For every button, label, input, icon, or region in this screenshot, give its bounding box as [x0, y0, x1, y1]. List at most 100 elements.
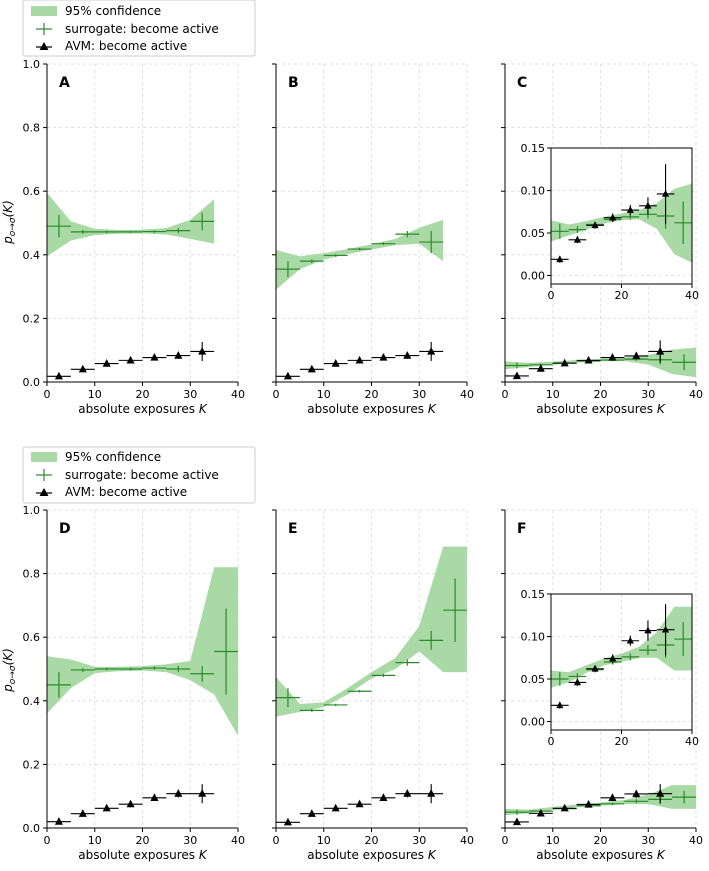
panel-letter: D	[59, 521, 71, 537]
y-tick-label: 0.8	[23, 122, 41, 135]
y-tick-label: 0.2	[23, 312, 41, 325]
inset-confidence-band	[551, 606, 692, 688]
inset-surrogate-point	[639, 645, 657, 656]
avm-point	[118, 799, 143, 808]
legend-surrogate-label: surrogate: become active	[65, 22, 219, 36]
x-tick-label: 0	[273, 834, 280, 847]
avm-point	[552, 803, 577, 812]
avm-point	[47, 817, 71, 825]
x-tick-label: 40	[231, 388, 245, 401]
legend-surrogate-marker	[36, 23, 52, 35]
surrogate-point	[371, 673, 396, 677]
surrogate-point	[443, 578, 467, 642]
surrogate-point	[395, 230, 420, 238]
surrogate-point	[70, 229, 95, 234]
x-axis-label: absolute exposures K	[307, 402, 437, 416]
avm-point	[166, 351, 191, 359]
inset-surrogate-point	[551, 672, 569, 686]
avm-point	[94, 803, 119, 812]
x-tick-label: 0	[44, 834, 51, 847]
surrogate-point	[600, 802, 625, 806]
x-tick-label: 10	[546, 834, 560, 847]
avm-point	[70, 364, 95, 373]
x-tick-label: 0	[502, 834, 509, 847]
x-tick-label: 40	[460, 834, 474, 847]
x-tick-label: 0	[273, 388, 280, 401]
x-tick-label: 40	[231, 834, 245, 847]
surrogate-point	[505, 809, 529, 815]
avm-point	[419, 784, 444, 804]
surrogate-point	[94, 230, 119, 234]
inset-avm-point	[656, 604, 675, 656]
avm-point	[166, 789, 191, 798]
legend-bottom: 95% confidence surrogate: become active …	[22, 446, 256, 504]
avm-point	[276, 371, 300, 380]
surrogate-point	[47, 215, 71, 238]
avm-point	[505, 371, 529, 380]
inset-y-tick-label: 0.00	[521, 716, 546, 729]
x-tick-label: 20	[136, 388, 150, 401]
x-tick-label: 30	[641, 834, 655, 847]
surrogate-point	[395, 659, 420, 666]
y-tick-label: 0.0	[23, 822, 41, 835]
surrogate-point	[70, 668, 95, 672]
inset-avm-point	[586, 664, 604, 673]
avm-point	[505, 817, 529, 826]
legend-surrogate-marker	[36, 469, 52, 481]
inset-x-tick-label: 0	[548, 735, 555, 748]
x-tick-label: 20	[365, 834, 379, 847]
inset-chart-F: 0 20 40 0.00 0.05 0.10 0.15	[521, 588, 700, 748]
x-axis-label: absolute exposures K	[307, 848, 437, 862]
y-tick-label: 0.0	[23, 376, 41, 389]
x-tick-label: 30	[183, 388, 197, 401]
inset-x-tick-label: 40	[685, 735, 699, 748]
avm-point	[371, 793, 396, 801]
chart-panel-A: 0 10 20 30 40 0.0 0.2 0.4 0.6 0.8 1.0 absolute expo…	[23, 58, 246, 416]
surrogate-point	[672, 354, 696, 371]
inset-avm-point	[656, 164, 675, 224]
chart-panel-D: 0 10 20 30 40 0.0 0.2 0.4 0.6 0.8 1.0 absolute expo…	[23, 504, 246, 862]
surrogate-point	[47, 672, 71, 698]
avm-point	[395, 351, 420, 359]
panel-letter: F	[517, 521, 527, 537]
legend-top: 95% confidence surrogate: become active …	[22, 0, 256, 57]
chart-panel-B: 0 10 20 30 40 absolute exposures K B	[272, 63, 474, 416]
surrogate-point	[118, 667, 143, 671]
surrogate-point	[214, 608, 238, 695]
x-tick-label: 10	[317, 834, 331, 847]
inset-avm-point	[639, 197, 657, 215]
legend-band-swatch	[31, 6, 57, 16]
panel-letter: B	[288, 75, 299, 91]
y-tick-label: 0.6	[23, 631, 41, 644]
x-axis-label: absolute exposures K	[536, 848, 666, 862]
y-tick-label: 0.6	[23, 185, 41, 198]
chart-panel-E: 0 10 20 30 40 absolute exposures K E	[272, 509, 474, 862]
x-tick-label: 30	[183, 834, 197, 847]
inset-y-tick-label: 0.05	[521, 673, 546, 686]
inset-chart-C: 0 20 40 0.00 0.05 0.10 0.15	[521, 142, 700, 302]
avm-point	[118, 355, 143, 364]
panel-letter: E	[288, 521, 298, 537]
x-tick-label: 30	[641, 388, 655, 401]
inset-confidence-band	[551, 183, 692, 263]
inset-avm-point	[551, 701, 569, 709]
inset-avm-point	[621, 635, 640, 646]
avm-point	[576, 355, 601, 364]
confidence-band	[47, 192, 215, 257]
y-tick-label: 0.4	[23, 695, 41, 708]
surrogate-point	[276, 261, 300, 278]
avm-point	[47, 371, 71, 380]
svg-text:po→σ(K): po→σ(K)	[1, 648, 18, 693]
x-tick-label: 20	[594, 834, 608, 847]
surrogate-point	[299, 259, 324, 264]
y-tick-label: 1.0	[23, 58, 41, 71]
inset-surrogate-point	[568, 226, 587, 233]
inset-y-tick-label: 0.15	[521, 142, 546, 155]
x-tick-label: 30	[412, 388, 426, 401]
avm-point	[347, 355, 372, 364]
inset-x-tick-label: 40	[685, 289, 699, 302]
avm-point	[624, 351, 649, 360]
x-tick-label: 10	[317, 388, 331, 401]
avm-point	[371, 353, 396, 361]
confidence-band	[47, 567, 238, 736]
